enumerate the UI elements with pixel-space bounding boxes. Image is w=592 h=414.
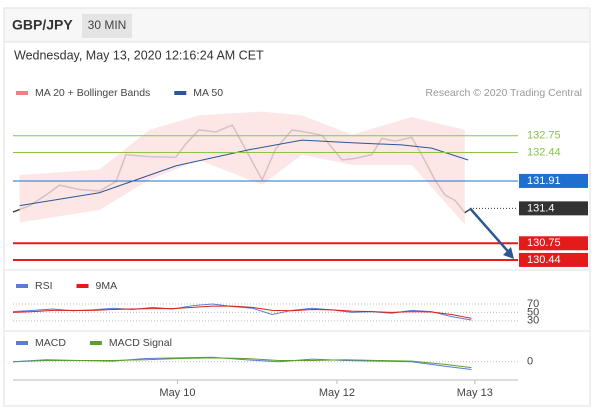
series-line bbox=[12, 305, 472, 319]
legend-swatch bbox=[174, 91, 187, 95]
level-box bbox=[519, 252, 588, 267]
y-tick-label: 0 bbox=[527, 356, 533, 368]
level-label: 131.91 bbox=[527, 175, 561, 187]
symbol: GBP/JPY bbox=[12, 17, 73, 33]
y-tick-label: 70 bbox=[527, 298, 539, 310]
legend-label: MACD bbox=[35, 337, 66, 349]
level-box bbox=[519, 201, 588, 216]
level-label: 130.44 bbox=[527, 254, 561, 266]
level-label: 130.75 bbox=[527, 237, 561, 249]
level-label: 132.75 bbox=[527, 130, 561, 142]
date: Wednesday, May 13, 2020 12:16:24 AM CET bbox=[14, 48, 264, 62]
level-label: 132.44 bbox=[527, 146, 561, 158]
series-line bbox=[12, 357, 472, 369]
series-line bbox=[19, 139, 469, 207]
legend-swatch bbox=[89, 341, 102, 345]
arrow-head bbox=[503, 246, 514, 259]
level-label: 131.4 bbox=[527, 202, 555, 214]
legend-swatch bbox=[16, 284, 28, 288]
interval: 30 MIN bbox=[88, 18, 127, 32]
legend-swatch bbox=[16, 91, 28, 95]
y-tick-label: 30 bbox=[527, 315, 539, 327]
interval-box[interactable] bbox=[82, 14, 132, 38]
bollinger-band bbox=[19, 111, 465, 225]
legend-swatch bbox=[16, 341, 28, 345]
legend-label: RSI bbox=[35, 280, 53, 292]
legend-label: 9MA bbox=[96, 280, 118, 292]
forecast-arrow bbox=[469, 207, 513, 257]
legend-label: MACD Signal bbox=[109, 337, 172, 349]
x-tick-label: May 13 bbox=[457, 387, 493, 399]
level-box bbox=[519, 173, 588, 188]
x-tick-label: May 12 bbox=[319, 387, 355, 399]
legend-label: MA 50 bbox=[193, 87, 223, 99]
source: Research © 2020 Trading Central bbox=[425, 87, 582, 99]
x-tick-label: May 10 bbox=[159, 387, 195, 399]
level-box bbox=[519, 236, 588, 251]
legend-swatch bbox=[76, 284, 89, 288]
legend-label: MA 20 + Bollinger Bands bbox=[35, 87, 150, 99]
y-tick-label: 50 bbox=[527, 306, 539, 318]
